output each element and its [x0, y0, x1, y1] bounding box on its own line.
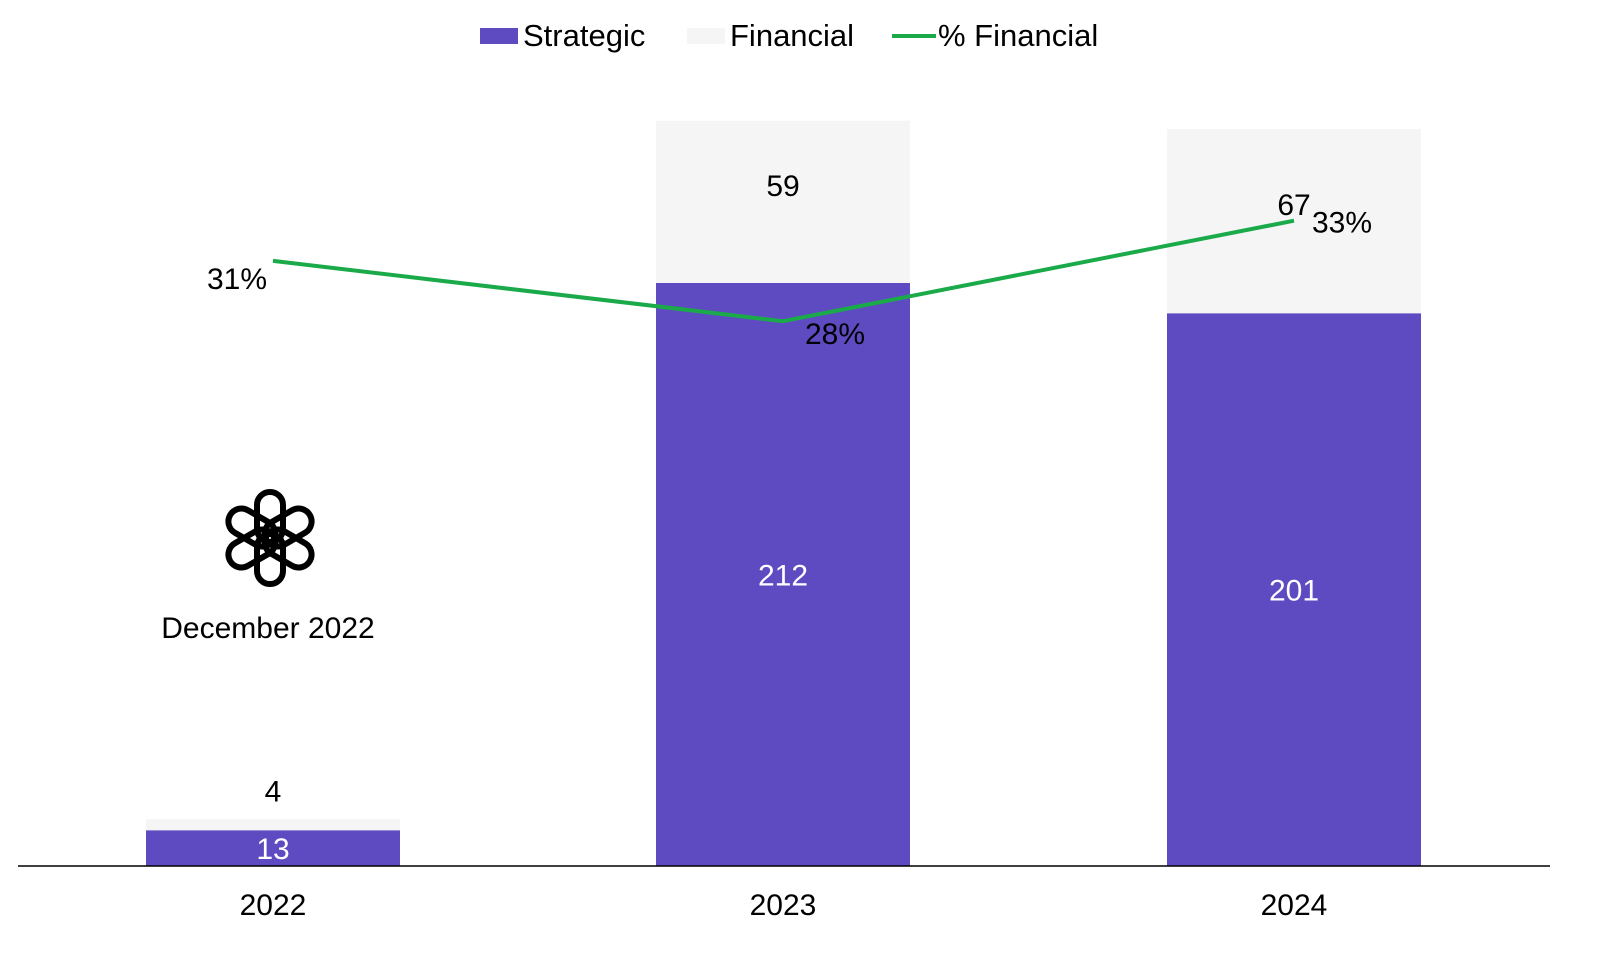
bar-strategic-2023	[656, 283, 910, 866]
data-label-financial-2023: 59	[766, 170, 799, 203]
legend-item-financial: % Financial	[892, 18, 1098, 53]
legend-item-strategic: Strategic	[480, 18, 645, 53]
bar-financial-2022	[146, 819, 400, 831]
logo-petal	[225, 505, 279, 550]
bar-financial-2023	[656, 120, 910, 283]
bar-strategic-2024	[1167, 313, 1421, 866]
line-label-2023: 28%	[805, 318, 865, 351]
x-tick-label-2022: 2022	[240, 889, 307, 922]
legend-label-financial: % Financial	[938, 18, 1098, 53]
annotation-text: December 2022	[161, 612, 374, 645]
annotation: December 2022	[161, 489, 375, 645]
data-label-financial-2024: 67	[1277, 189, 1310, 222]
x-axis-ticks: 2022 2023 2024	[240, 889, 1328, 922]
data-label-strategic-2022: 13	[256, 833, 289, 866]
data-label-strategic-2023: 212	[758, 560, 808, 593]
bars: 13 4 212 59 201 67	[146, 120, 1421, 866]
line-label-2022: 31%	[207, 263, 267, 296]
data-label-financial-2022: 4	[265, 775, 282, 808]
legend-swatch-financial	[687, 28, 725, 44]
bar-strategic-2022	[146, 830, 400, 866]
line-label-2024: 33%	[1312, 207, 1372, 240]
legend-item-financial: Financial	[687, 18, 854, 53]
x-tick-label-2024: 2024	[1261, 889, 1328, 922]
legend: Strategic Financial % Financial	[480, 18, 1098, 53]
line-layer: 31% 28% 33%	[207, 207, 1372, 352]
legend-swatch-strategic	[480, 28, 518, 44]
data-label-strategic-2024: 201	[1269, 575, 1319, 608]
legend-label-financial: Financial	[730, 18, 854, 53]
legend-label-strategic: Strategic	[523, 18, 645, 53]
x-tick-label-2023: 2023	[750, 889, 817, 922]
openai-logo-icon	[225, 489, 315, 587]
